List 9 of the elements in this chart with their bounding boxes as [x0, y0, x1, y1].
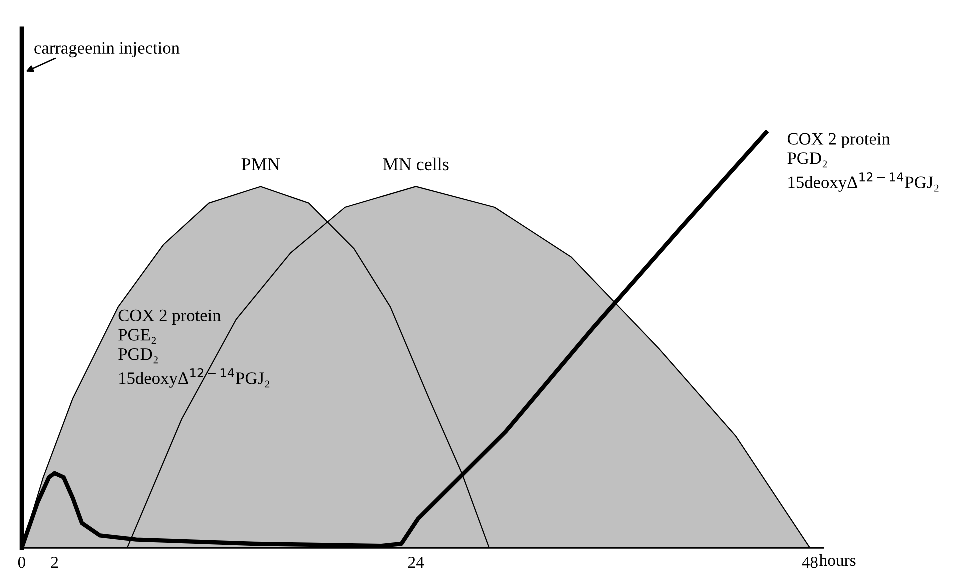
x-tick-label: 2: [51, 557, 58, 568]
x-tick-label: 24: [408, 557, 424, 568]
text: carrageenin injection: [34, 42, 180, 58]
series-label: PMN: [242, 158, 280, 170]
annotation: COX 2 protein PGD₂ 15deoxyΔ$^{12−14}$PGJ₂: [788, 133, 939, 192]
x-tick-label: 48: [802, 556, 818, 568]
series-label: MN cells: [383, 158, 449, 171]
x-axis-title: hours: [819, 554, 856, 566]
x-tick-label: 0: [18, 556, 26, 568]
